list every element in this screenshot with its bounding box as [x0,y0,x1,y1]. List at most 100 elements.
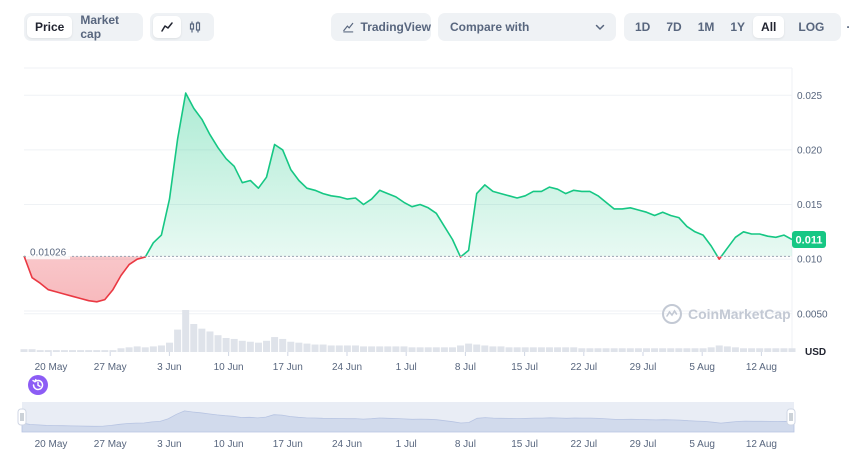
volume-bar [691,348,699,352]
volume-bar [562,347,570,352]
volume-bar [440,347,448,352]
x-tick-label: 8 Jul [455,362,476,373]
volume-bar [505,347,513,352]
volume-bar [473,344,481,352]
tradingview-label: TradingView [360,20,431,34]
range-1m[interactable]: 1M [697,20,715,34]
x-tick-label: 29 Jul [630,362,657,373]
volume-bar [376,346,384,352]
line-chart-button[interactable] [153,16,181,38]
history-icon [32,378,44,391]
market-cap-tab[interactable]: Market cap [80,13,120,41]
volume-bar [578,348,586,352]
volume-bar [642,348,650,352]
x-tick-label: 15 Jul [511,362,538,373]
navigator-x-tick-label: 10 Jun [214,439,244,450]
volume-bar [69,350,77,352]
navigator-x-tick-label: 8 Jul [455,439,476,450]
navigator-x-tick-label: 24 Jun [332,439,362,450]
y-tick-label: 0.020 [797,145,822,156]
volume-bar [44,350,52,352]
tradingview-button[interactable]: TradingView [331,13,431,41]
volume-bar [651,348,659,352]
range-1d[interactable]: 1D [635,20,651,34]
volume-bar [731,347,739,352]
volume-bar [384,346,392,352]
volume-bar [125,347,133,352]
volume-bar [52,350,60,352]
volume-bar [60,350,68,352]
price-tab[interactable]: Price [27,16,73,38]
current-price-badge: 0.011 [792,230,826,248]
volume-bar [351,345,359,352]
y-tick-label: 0.015 [797,200,822,211]
volume-bar [28,349,36,352]
price-line-down [23,256,723,303]
log-scale-button[interactable]: LOG [798,20,825,34]
x-tick-label: 22 Jul [570,362,597,373]
volume-bar [157,345,165,352]
navigator-x-axis: 20 May 27 May 3 Jun 10 Jun 17 Jun 24 Jun 1 Jul… [35,439,777,450]
navigator-x-tick-label: 29 Jul [630,439,657,450]
volume-bar [335,345,343,352]
volume-bar [772,348,780,352]
volume-bar [659,348,667,352]
volume-bar [481,345,489,352]
x-tick-label: 10 Jun [214,362,244,373]
volume-bar [739,348,747,352]
volume-bar [77,350,85,352]
volume-bar [521,347,529,352]
volume-bar [246,341,254,352]
metric-toggle: Price Market cap [24,13,143,41]
history-button[interactable] [28,375,48,395]
volume-bar [618,348,626,352]
x-tick-label: 5 Aug [689,362,715,373]
volume-bar [756,348,764,352]
navigator-handle-left[interactable] [17,408,27,426]
volume-bar [263,340,271,352]
range-navigator[interactable] [17,402,796,433]
navigator-x-tick-label: 15 Jul [511,439,538,450]
volume-bar [408,347,416,352]
chevron-down-icon [595,24,605,30]
range-7d[interactable]: 7D [666,20,682,34]
volume-bar [214,335,222,352]
range-all[interactable]: All [753,16,785,38]
volume-bar [230,338,238,352]
volume-bar [780,348,788,352]
volume-bar [764,348,772,352]
x-tick-label: 3 Jun [157,362,181,373]
area-above-baseline [24,93,792,257]
navigator-x-tick-label: 22 Jul [570,439,597,450]
x-tick-label: 20 May [35,362,68,373]
volume-bar [392,346,400,352]
volume-bar [20,349,28,352]
candlestick-button[interactable] [181,16,209,38]
x-tick-label: 12 Aug [746,362,777,373]
volume-bar [683,348,691,352]
navigator-area [21,410,795,433]
y-tick-label: 0.025 [797,91,822,102]
compare-with-select[interactable]: Compare with [438,13,616,41]
volume-bar [287,341,295,352]
volume-bar [182,310,190,352]
x-axis: 20 May 27 May 3 Jun 10 Jun 17 Jun 24 Jun 1 Jul… [35,352,777,373]
volume-bar [238,340,246,352]
volume-bar [327,345,335,352]
more-options-button[interactable]: ··· [846,20,850,34]
watermark: CoinMarketCap [662,304,791,324]
navigator-x-tick-label: 12 Aug [746,439,777,450]
candlestick-icon [189,21,201,33]
y-axis: 0.0050 0.010 0.015 0.020 0.025 [797,91,828,320]
volume-bar [93,350,101,352]
volume-bar [699,348,707,352]
navigator-handle-right[interactable] [786,408,796,426]
volume-bar [537,347,545,352]
navigator-x-tick-label: 17 Jun [273,439,303,450]
navigator-x-tick-label: 1 Jul [396,439,417,450]
volume-bar [141,347,149,352]
volume-bar [554,347,562,352]
range-1y[interactable]: 1Y [730,20,746,34]
volume-bar [343,345,351,352]
